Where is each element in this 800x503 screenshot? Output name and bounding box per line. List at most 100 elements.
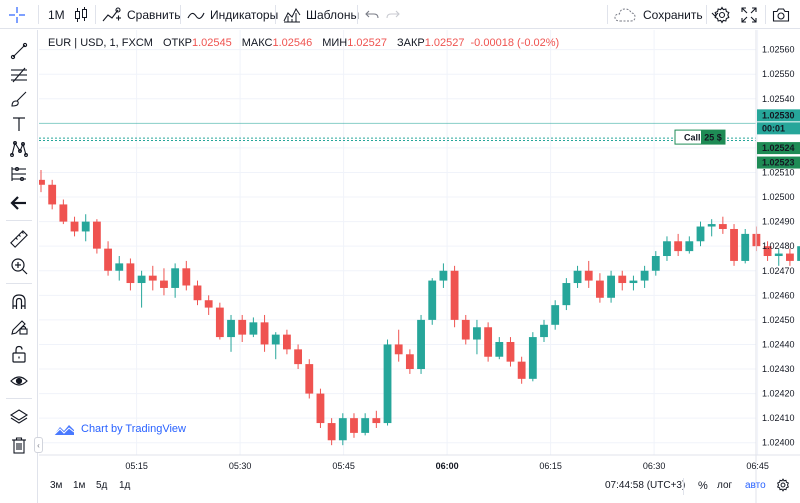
- timezone-clock[interactable]: 07:44:58 (UTC+3): [605, 480, 686, 491]
- toolbar-divider: [275, 5, 276, 24]
- log-toggle[interactable]: лог: [717, 480, 733, 491]
- object-tree-button[interactable]: [7, 405, 31, 429]
- candle-body: [450, 270, 459, 320]
- zoom-in-icon: [9, 256, 29, 276]
- ruler-icon: [9, 229, 29, 249]
- chevron-down-icon: [710, 10, 720, 20]
- trash-icon: [9, 435, 29, 455]
- interval-button[interactable]: 1M: [48, 7, 65, 22]
- long-position-icon: [9, 164, 29, 184]
- price-tick-label: 1.02430: [762, 364, 795, 374]
- chart-type-button[interactable]: [74, 0, 88, 29]
- crosshair-cursor-button[interactable]: [4, 0, 30, 29]
- save-button[interactable]: Сохранить: [614, 0, 720, 29]
- candle-body: [562, 283, 571, 306]
- symbol-title[interactable]: EUR | USD, 1, FXCM: [48, 37, 153, 49]
- text-tool[interactable]: [7, 112, 31, 136]
- tradingview-watermark[interactable]: Chart by TradingView: [53, 422, 186, 436]
- toolbar-divider: [683, 478, 684, 495]
- candle-body: [81, 221, 90, 232]
- price-tags: 1.02530 00:01 1.02524 1.02523: [757, 109, 800, 169]
- price-tick-label: 1.02480: [762, 241, 795, 251]
- sell-price-tag-text: 1.02523: [762, 158, 795, 168]
- axis-settings-button[interactable]: [776, 478, 790, 495]
- chart-overlays: Call 25 $: [39, 122, 756, 145]
- brush-tool[interactable]: [7, 87, 31, 111]
- candle-body: [584, 270, 593, 281]
- undo-icon: [365, 8, 379, 22]
- candle-body: [171, 268, 180, 288]
- measure-tool[interactable]: [7, 227, 31, 251]
- prediction-tool[interactable]: [7, 162, 31, 186]
- price-axis: 1.025601.025501.025401.025201.025101.025…: [762, 45, 795, 448]
- arrow-left-icon: [9, 193, 29, 213]
- sell-price-tag: 1.02523: [757, 156, 800, 169]
- fib-tool[interactable]: [7, 63, 31, 87]
- time-tick-label: 06:30: [643, 461, 666, 471]
- undo-button[interactable]: [365, 0, 379, 29]
- settings-button[interactable]: [713, 0, 731, 29]
- candle-body: [439, 270, 448, 281]
- collapse-toolbar-button[interactable]: ‹: [34, 437, 43, 453]
- candle-body: [48, 184, 57, 205]
- time-tick-label: 06:15: [539, 461, 562, 471]
- range-5d[interactable]: 5д: [96, 480, 108, 491]
- range-1d[interactable]: 1д: [119, 480, 131, 491]
- chart-grid: [39, 30, 759, 455]
- screenshot-button[interactable]: [772, 0, 790, 29]
- candle-body: [405, 354, 414, 370]
- cloud-icon: [614, 7, 636, 23]
- chevron-left-icon: ‹: [37, 440, 40, 450]
- time-tick-label: 05:15: [125, 461, 148, 471]
- auto-toggle[interactable]: авто: [745, 480, 766, 491]
- templates-button[interactable]: Шаблоны: [283, 0, 359, 29]
- price-tick-label: 1.02560: [762, 45, 795, 55]
- price-tick-label: 1.02510: [762, 167, 795, 177]
- zoom-tool[interactable]: [7, 254, 31, 278]
- percent-toggle[interactable]: %: [698, 480, 708, 492]
- price-tick-label: 1.02500: [762, 192, 795, 202]
- price-tick-label: 1.02400: [762, 438, 795, 448]
- current-price-tag-text: 1.02530: [762, 110, 795, 120]
- buy-price-tag-text: 1.02524: [762, 143, 795, 153]
- call-amount-text: 25 $: [704, 133, 722, 143]
- stay-in-drawing-mode-button[interactable]: [7, 315, 31, 339]
- trend-line-tool[interactable]: [7, 39, 31, 63]
- lock-drawings-button[interactable]: [7, 342, 31, 366]
- compare-button[interactable]: Сравнить: [102, 0, 180, 29]
- range-3m[interactable]: 3м: [50, 480, 63, 491]
- gear-icon: [776, 478, 790, 492]
- hide-drawings-button[interactable]: [7, 369, 31, 393]
- redo-button[interactable]: [386, 0, 400, 29]
- toolbar-divider: [6, 283, 32, 284]
- candles-icon: [74, 6, 88, 24]
- fullscreen-button[interactable]: [741, 0, 757, 29]
- buy-price-tag: 1.02524: [757, 142, 800, 155]
- candle-body: [696, 226, 705, 242]
- candle-series: [39, 170, 800, 446]
- candle-body: [283, 334, 291, 350]
- bottom-toolbar: 3м 1м 5д 1д 07:44:58 (UTC+3) % лог авто: [39, 473, 800, 503]
- indicators-icon: [187, 6, 205, 24]
- candle-body: [182, 268, 191, 286]
- toolbar-divider: [180, 5, 181, 24]
- brush-icon: [9, 89, 29, 109]
- back-button[interactable]: [7, 191, 31, 215]
- candle-body: [663, 241, 671, 257]
- candle-body: [674, 241, 683, 252]
- layers-icon: [9, 407, 29, 427]
- indicators-button[interactable]: Индикаторы: [187, 0, 278, 29]
- candle-body: [148, 275, 157, 281]
- remove-drawings-button[interactable]: [7, 433, 31, 457]
- toolbar-divider: [357, 5, 358, 24]
- watermark-label: Chart by TradingView: [81, 423, 186, 435]
- candle-body: [685, 241, 694, 252]
- magnet-button[interactable]: [7, 290, 31, 314]
- toolbar-divider: [6, 220, 32, 221]
- range-1m[interactable]: 1м: [73, 480, 86, 491]
- candle-body: [372, 418, 381, 424]
- gear-icon: [713, 5, 731, 24]
- candle-body: [730, 228, 738, 261]
- pattern-tool[interactable]: [7, 137, 31, 161]
